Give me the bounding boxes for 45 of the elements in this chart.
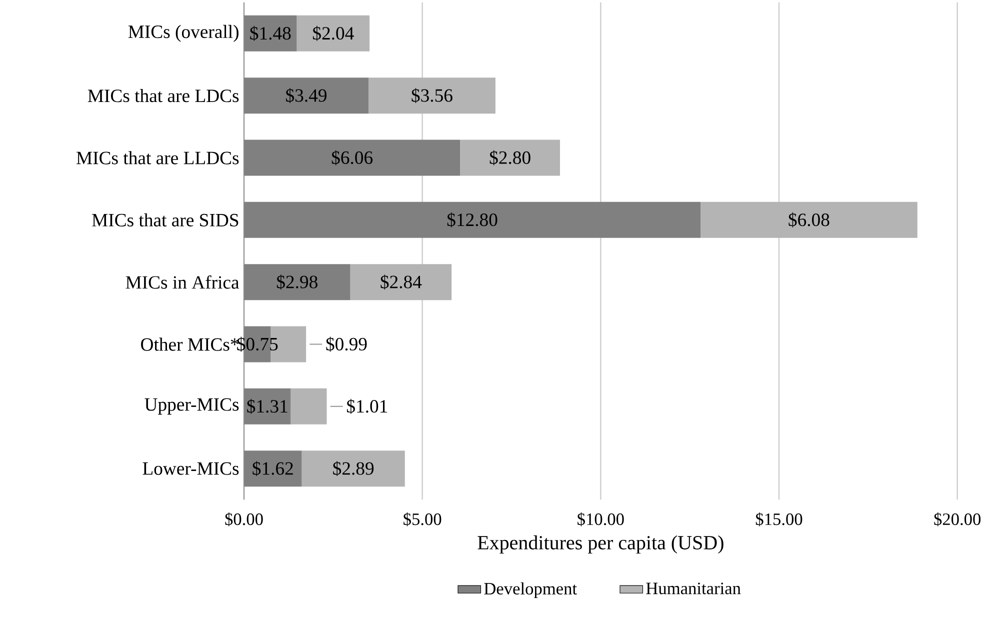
data-label: $6.08 xyxy=(788,212,830,228)
data-label: $2.04 xyxy=(312,26,354,41)
data-label: $3.56 xyxy=(412,88,452,104)
data-label: $0.99 xyxy=(326,336,367,352)
bar xyxy=(244,388,291,424)
data-label: $3.49 xyxy=(286,88,326,104)
y-tick-label: MICs that are LDCs xyxy=(88,89,239,102)
bar xyxy=(244,15,297,52)
data-label: $12.80 xyxy=(447,212,498,228)
bar xyxy=(296,15,370,52)
y-tick-label: Upper-MICs xyxy=(144,398,239,415)
bar xyxy=(244,140,460,176)
bar xyxy=(244,264,350,300)
y-tick-label: MICs that are SIDS xyxy=(92,213,238,226)
bar xyxy=(302,450,405,487)
bar xyxy=(350,264,452,300)
data-label: $6.06 xyxy=(332,150,373,166)
data-label: $1.01 xyxy=(346,398,388,414)
bar xyxy=(244,450,302,487)
y-tick-label: MICs (overall) xyxy=(128,24,238,42)
bar xyxy=(244,78,368,114)
data-label: $2.80 xyxy=(490,150,530,166)
bar xyxy=(368,78,496,114)
data-label: $1.62 xyxy=(252,461,293,476)
y-tick-label: MICs that are LLDCs xyxy=(76,151,239,164)
data-label: $1.48 xyxy=(250,26,291,41)
bar xyxy=(244,202,701,238)
x-tick-label: $20.00 xyxy=(934,512,981,526)
x-axis-title: Expenditures per capita (USD) xyxy=(478,535,724,554)
legend-label: Development xyxy=(484,582,577,598)
data-label: $2.89 xyxy=(333,461,374,476)
legend-label: Humanitarian xyxy=(646,582,741,594)
data-label: $2.98 xyxy=(276,274,318,290)
bar xyxy=(460,140,560,176)
x-tick-label: $5.00 xyxy=(404,512,442,526)
x-tick-label: $15.00 xyxy=(756,512,802,526)
y-tick-label: MICs in Africa xyxy=(126,275,240,289)
bar xyxy=(700,202,918,238)
data-label: $2.84 xyxy=(380,274,422,290)
x-tick-label: $0.00 xyxy=(225,512,263,526)
y-tick-label: Lower-MICs xyxy=(142,462,239,475)
y-tick-label: Other MICs* xyxy=(141,338,238,351)
bar xyxy=(290,388,327,424)
x-tick-label: $10.00 xyxy=(578,512,624,526)
data-label: $1.31 xyxy=(247,398,288,414)
